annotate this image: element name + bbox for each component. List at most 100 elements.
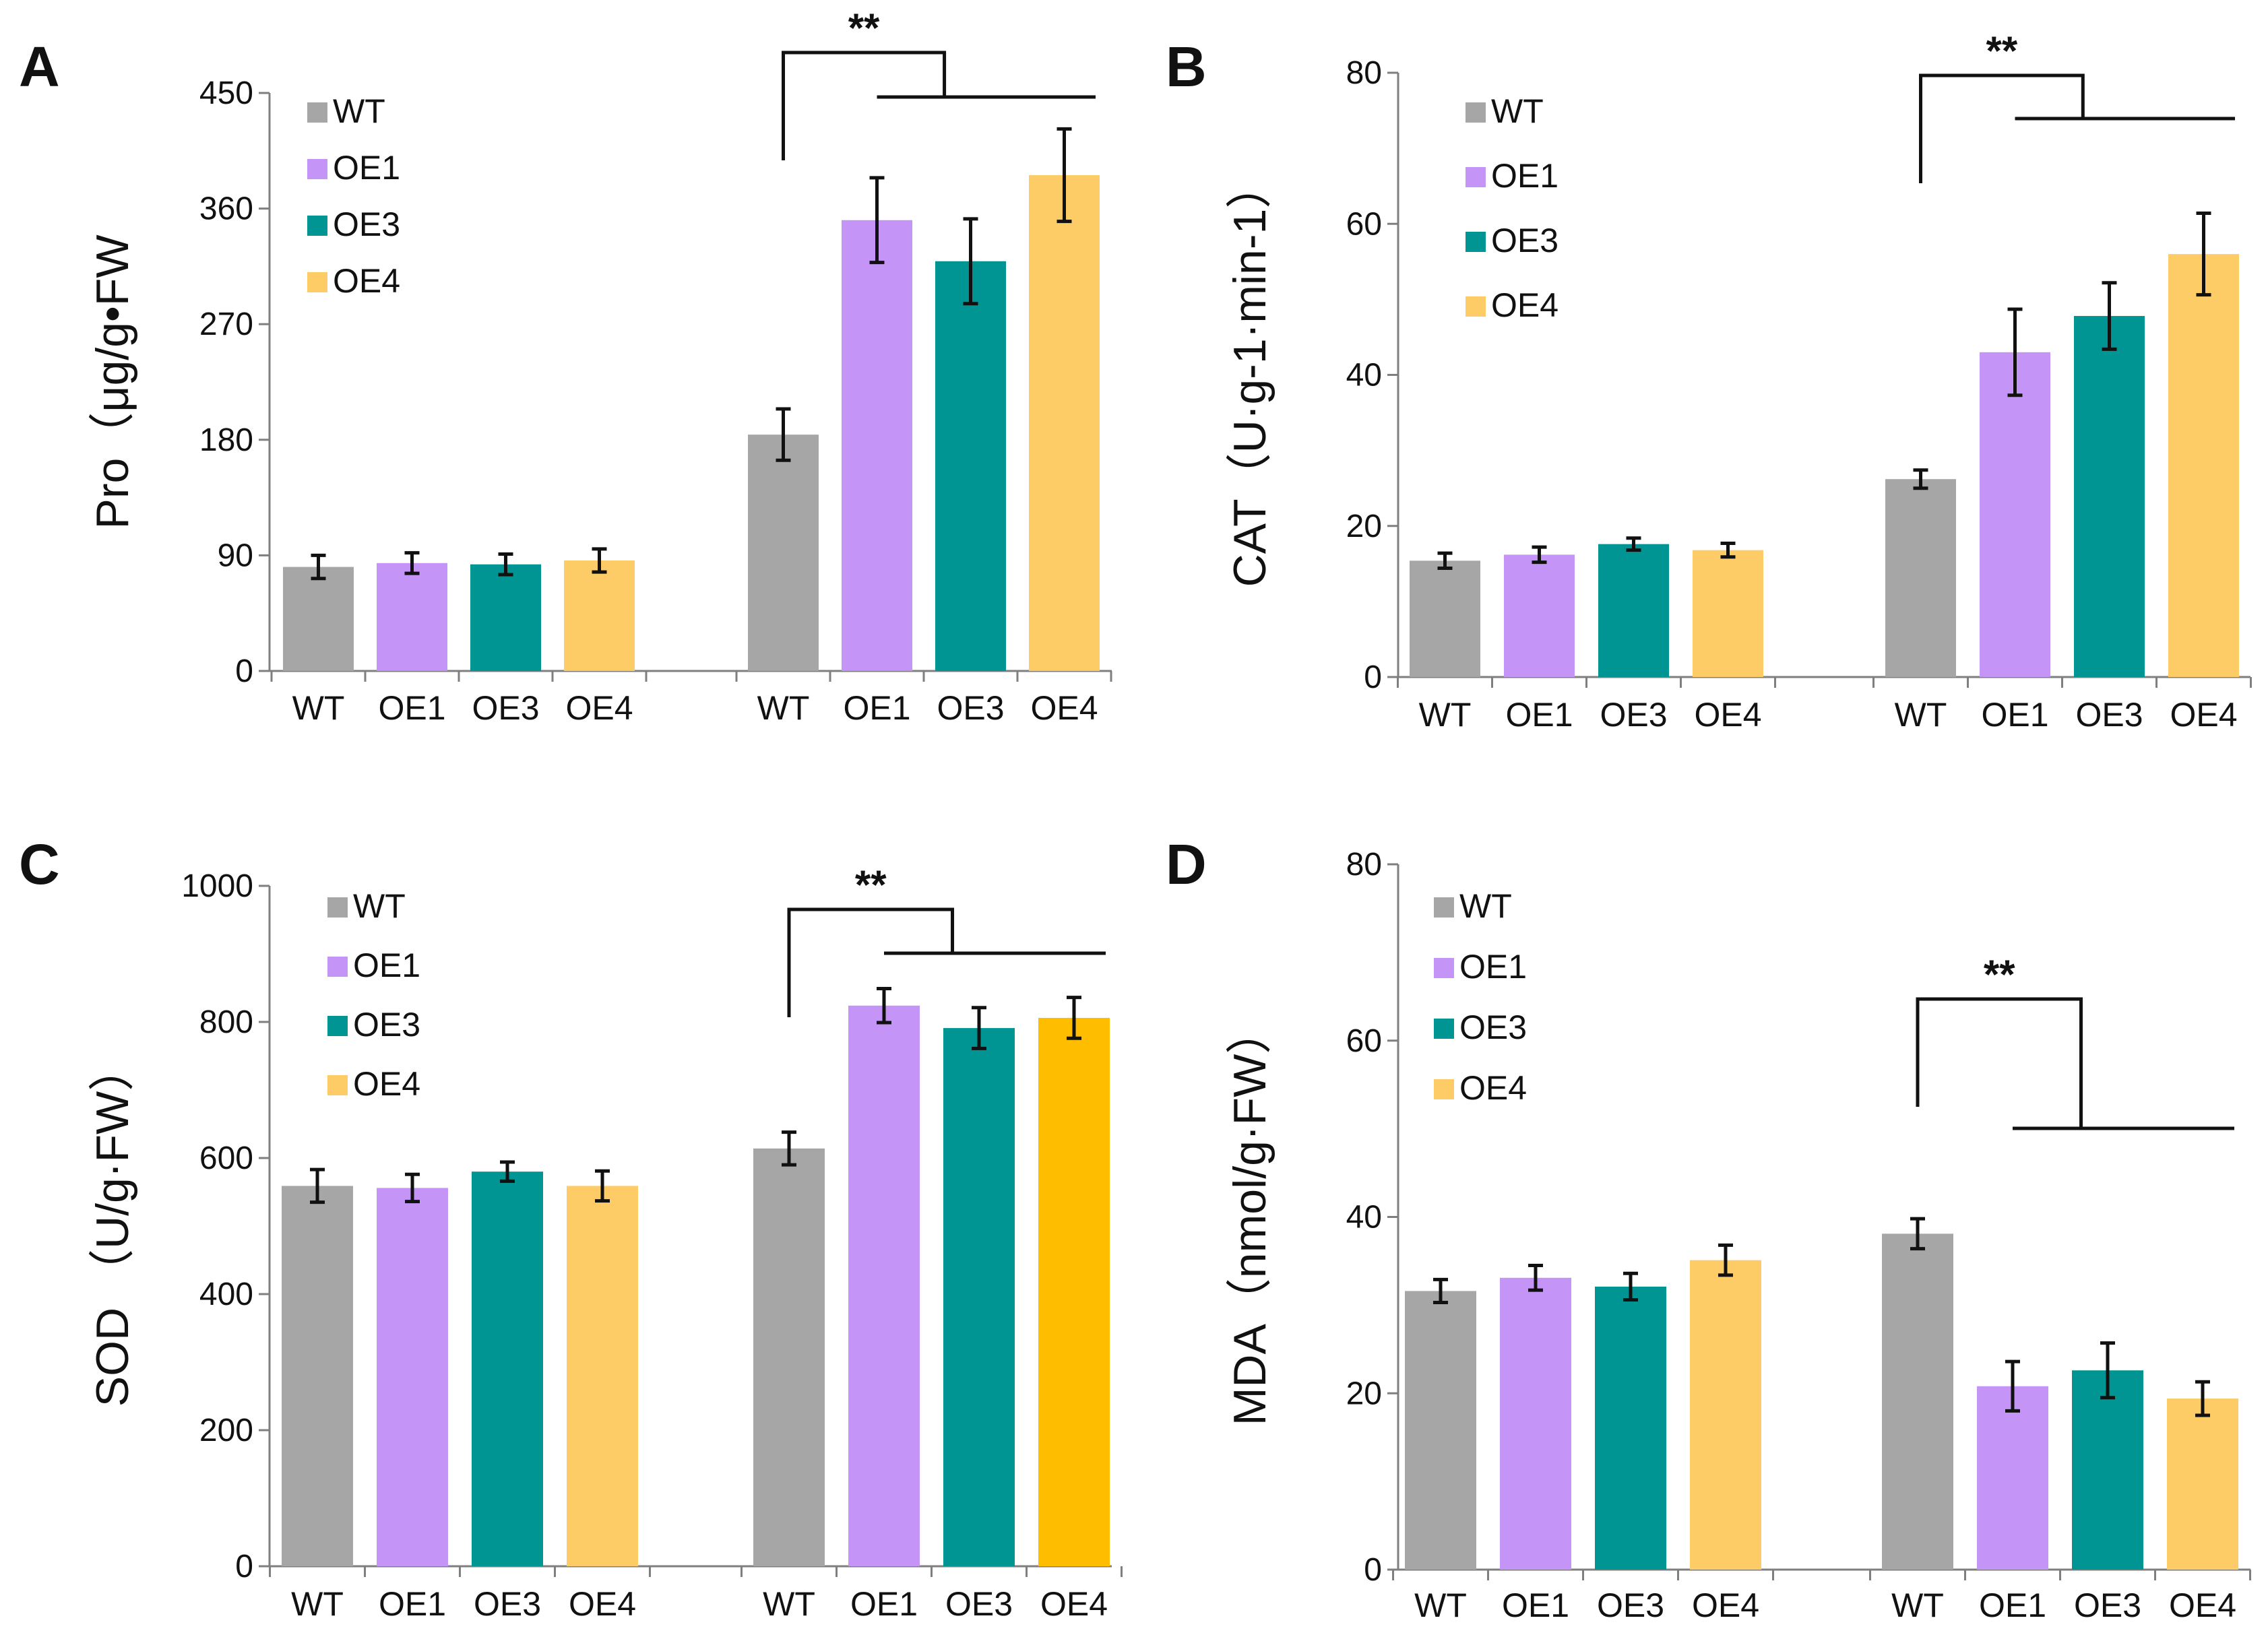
panel-b-error-bar-control-oe3 xyxy=(1626,536,1641,552)
panel-b-legend-swatch-oe4 xyxy=(1466,296,1486,317)
panel-d-significance-label: ** xyxy=(1984,952,2015,997)
panel-a-x-label-treated-wt: WT xyxy=(757,689,810,727)
panel-d-legend-label-oe4: OE4 xyxy=(1459,1069,1527,1107)
panel-a-legend-swatch-wt xyxy=(307,102,327,123)
panel-d-error-bar-treated-oe4 xyxy=(2195,1380,2210,1417)
panel-a-bar-control-oe1 xyxy=(377,563,447,671)
panel-c-x-label-treated-oe3: OE3 xyxy=(945,1585,1013,1623)
panel-b-error-bar-control-oe1 xyxy=(1532,545,1547,565)
panel-a-x-label-control-oe1: OE1 xyxy=(378,689,445,727)
panel-b-legend-label-oe3: OE3 xyxy=(1491,222,1558,259)
panel-d-letter: D xyxy=(1166,833,1207,896)
panel-b-x-label-treated-oe1: OE1 xyxy=(1981,696,2048,734)
panel-d-legend-swatch-oe1 xyxy=(1434,958,1454,978)
panel-a-bar-treated-oe1 xyxy=(842,220,912,671)
panel-a-x-label-treated-oe1: OE1 xyxy=(843,689,910,727)
panel-c-legend-label-wt: WT xyxy=(353,887,406,925)
panel-d-error-bar-control-oe4 xyxy=(1718,1243,1733,1277)
panel-c-legend-label-oe4: OE4 xyxy=(353,1065,420,1103)
panel-d-bar-control-oe3 xyxy=(1595,1286,1666,1570)
panel-c-legend-swatch-wt xyxy=(327,897,348,918)
bracket-top-arm xyxy=(787,907,955,1017)
panel-c-y-axis-title: SOD （U/g·FW） xyxy=(87,1046,138,1407)
panel-a-error-bar-treated-oe3 xyxy=(963,217,978,306)
panel-c-y-tick-label-5: 1000 xyxy=(181,868,253,904)
panel-a-legend-swatch-oe1 xyxy=(307,159,327,179)
panel-a-error-bar-control-wt xyxy=(311,553,326,581)
panel-c-error-bar-control-wt xyxy=(310,1167,325,1204)
panel-b-letter: B xyxy=(1166,35,1207,98)
panel-c-y-tick-label-4: 800 xyxy=(199,1004,253,1040)
panel-a-x-label-control-oe4: OE4 xyxy=(565,689,633,727)
panel-b: B CAT（U·g-1·min-1） 0 20 40 60 80 WT OE1 OE3 OE4 WT O… xyxy=(1166,28,2252,734)
panel-b-y-tick-label-4: 80 xyxy=(1346,55,1382,91)
panel-b-bar-control-oe3 xyxy=(1598,544,1669,677)
panel-a-error-bar-control-oe3 xyxy=(498,552,513,577)
panel-c-bar-control-oe1 xyxy=(377,1188,448,1566)
panel-a-bar-control-oe4 xyxy=(564,560,635,671)
panel-b-y-tick-label-3: 60 xyxy=(1346,206,1382,242)
panel-b-bar-control-wt xyxy=(1410,560,1480,677)
panel-b-error-bar-treated-oe3 xyxy=(2102,281,2117,351)
panel-b-x-label-treated-wt: WT xyxy=(1895,696,1947,734)
panel-c-bar-control-wt xyxy=(282,1186,353,1566)
panel-c-significance-label: ** xyxy=(855,862,887,907)
panel-c-bar-control-oe4 xyxy=(567,1186,638,1566)
panel-d-y-tick-label-4: 80 xyxy=(1346,847,1382,882)
panel-a-y-tick-label-0: 0 xyxy=(235,653,253,689)
panel-c-bar-treated-oe1 xyxy=(848,1005,920,1566)
panel-a-bar-control-wt xyxy=(283,567,354,671)
panel-a-error-bar-control-oe4 xyxy=(592,547,607,574)
panel-c-legend-swatch-oe1 xyxy=(327,957,348,977)
panel-b-bar-treated-oe1 xyxy=(1980,352,2050,677)
panel-c-x-label-treated-wt: WT xyxy=(763,1585,815,1623)
panel-a-legend-swatch-oe4 xyxy=(307,272,327,292)
panel-b-legend-label-oe1: OE1 xyxy=(1491,157,1558,195)
panel-d-error-bar-control-oe3 xyxy=(1623,1271,1638,1302)
panel-c-letter: C xyxy=(19,833,60,896)
panel-d-x-label-treated-oe1: OE1 xyxy=(1979,1586,2046,1624)
panel-b-significance-bracket xyxy=(1919,73,2235,183)
panel-b-bar-treated-wt xyxy=(1885,479,1956,677)
panel-b-x-label-control-oe3: OE3 xyxy=(1600,696,1667,734)
panel-d-legend-label-oe1: OE1 xyxy=(1459,948,1527,986)
panel-c-significance-bracket xyxy=(787,907,1106,1017)
panel-d-error-bar-control-oe1 xyxy=(1528,1263,1543,1292)
panel-c-x-label-control-wt: WT xyxy=(291,1585,344,1623)
panel-c-x-label-control-oe3: OE3 xyxy=(474,1585,541,1623)
panel-b-bar-treated-oe3 xyxy=(2074,316,2145,678)
panel-c-y-tick-label-2: 400 xyxy=(199,1277,253,1312)
panel-a-bar-treated-oe3 xyxy=(935,261,1006,672)
panel-a-legend-label-oe1: OE1 xyxy=(333,149,400,187)
panel-b-legend: WT OE1 OE3 OE4 xyxy=(1466,92,1558,324)
panel-c-legend-label-oe1: OE1 xyxy=(353,946,420,984)
panel-c-y-tick-label-3: 600 xyxy=(199,1140,253,1176)
panel-d-x-label-control-oe3: OE3 xyxy=(1597,1586,1664,1624)
panel-d-y-tick-label-1: 20 xyxy=(1346,1376,1382,1411)
panel-a-legend-label-oe3: OE3 xyxy=(333,205,400,243)
panel-b-significance-label: ** xyxy=(1986,28,2018,73)
panel-a-y-axis-title: Pro（μg/g•FW xyxy=(87,234,138,529)
bracket-top-arm xyxy=(1919,73,2085,183)
panel-b-x-label-treated-oe3: OE3 xyxy=(2075,696,2143,734)
panel-b-y-tick-label-1: 20 xyxy=(1346,509,1382,544)
panel-b-legend-label-wt: WT xyxy=(1491,92,1544,130)
panel-a-y-tick-label-2: 180 xyxy=(199,422,253,458)
panel-d-x-label-treated-wt: WT xyxy=(1891,1586,1944,1624)
panel-a-y-tick-label-3: 270 xyxy=(199,307,253,342)
panel-d-x-label-treated-oe3: OE3 xyxy=(2074,1586,2141,1624)
panel-c-legend-swatch-oe3 xyxy=(327,1016,348,1036)
panel-d: D MDA（nmol/g·FW） 0 20 40 60 80 WT OE1 OE3 OE4 WT OE1… xyxy=(1166,833,2251,1624)
bracket-top-arm xyxy=(782,51,947,160)
panel-a-legend: WT OE1 OE3 OE4 xyxy=(307,92,400,300)
panel-b-bar-treated-oe4 xyxy=(2168,254,2239,678)
panel-d-bar-control-oe1 xyxy=(1500,1277,1571,1570)
panel-a-legend-label-wt: WT xyxy=(333,92,385,130)
panel-c-error-bar-treated-oe1 xyxy=(877,987,891,1025)
panel-a-bar-control-oe3 xyxy=(470,564,541,671)
panel-d-bar-treated-oe4 xyxy=(2167,1399,2238,1570)
panel-a-error-bar-treated-oe4 xyxy=(1057,127,1072,224)
panel-d-significance-bracket xyxy=(1916,997,2234,1130)
panel-d-error-bar-treated-oe1 xyxy=(2005,1359,2020,1413)
panel-d-bar-treated-oe3 xyxy=(2072,1370,2143,1570)
